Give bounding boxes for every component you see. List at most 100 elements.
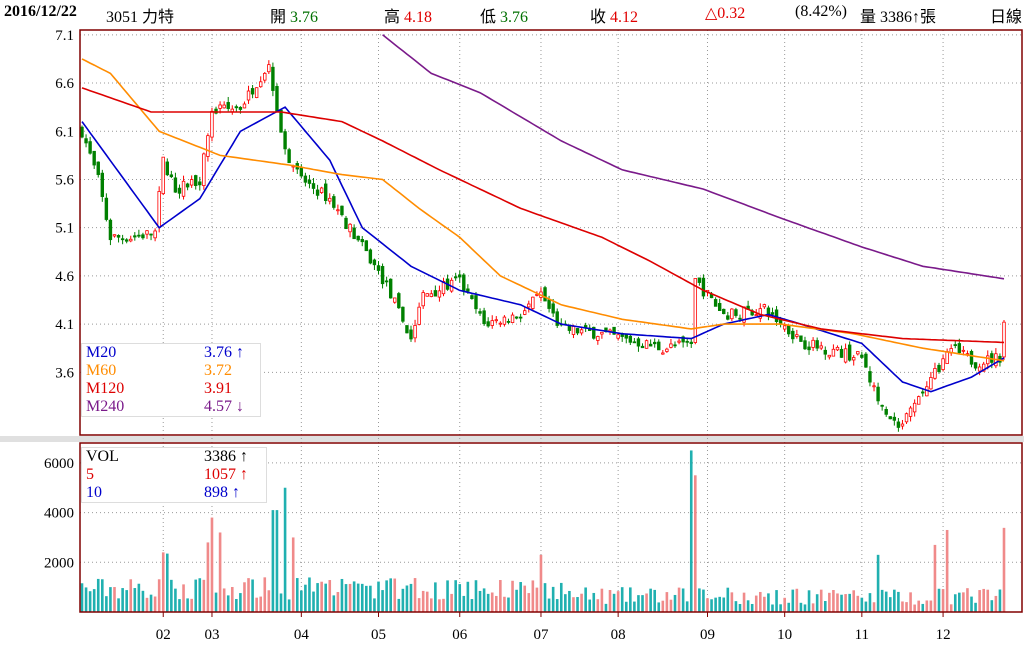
volume-bar [604,603,608,612]
candle-body [250,88,255,95]
volume-bar [925,600,929,612]
month-label: 08 [611,627,626,643]
candle-body [287,149,291,164]
volume-bar [730,592,734,612]
volume-bar [125,590,128,612]
candle-body [92,150,96,166]
volume-bar [165,553,169,612]
volume-bar [714,597,717,612]
volume-bar [933,544,937,612]
volume-bar [202,579,206,612]
volume-bar [620,587,624,612]
candle-body [681,336,685,343]
volume-bar [458,584,462,612]
candle-body [872,385,876,388]
volume-bar [718,596,721,612]
volume-bar [974,602,977,612]
volume-bar [547,598,551,612]
volume-bar [982,588,985,612]
candle-body [380,266,385,285]
candle-body [717,303,722,311]
volume-bar [665,592,669,612]
month-label: 05 [371,627,386,643]
volume-bar [295,578,299,612]
volume-bar [738,603,742,612]
candle-body [437,290,442,298]
candle-body [194,175,198,186]
candle-body [648,343,653,347]
candle-body [583,325,588,328]
price-tick-label: 6.6 [55,76,74,92]
legend-value: 3386 ↑ [204,448,248,465]
volume-bar [434,582,437,612]
price-tick-label: 4.6 [55,269,74,285]
volume-bar [499,580,502,612]
volume-bar [811,603,815,612]
volume-bar [190,598,193,612]
volume-bar [328,580,332,612]
volume-bar [888,597,892,612]
volume-bar [230,587,234,612]
candle-body [527,303,531,308]
candle-body [917,396,921,405]
candle-body [307,179,312,184]
candle-body [397,293,401,309]
candle-body [787,325,791,335]
candle-body [263,72,267,81]
legend-name: M240 [86,398,125,415]
candle-body [900,423,905,427]
volume-bar [986,589,990,612]
volume-bar [348,583,352,612]
volume-bar [872,602,876,612]
candle-body [730,308,734,320]
candle-body [596,336,600,341]
volume-bar [588,599,592,612]
candle-body [332,196,336,208]
candle-body [161,156,165,195]
candle-body [246,90,251,101]
candle-body [986,355,990,365]
volume-bar [823,601,827,612]
volume-bar [340,578,344,612]
ma-legend: M20 3.76 ↑ M60 3.72 M120 3.91 M240 4.57 ↓ [81,343,261,417]
date: 2016/12/22 [4,3,77,20]
candle-body [652,341,657,345]
volume-bar [113,587,116,612]
candle-body [657,341,661,351]
volume-bar [271,510,275,612]
month-label: 07 [533,627,549,643]
candle-body [799,335,803,342]
candle-body [181,180,186,197]
candle-body [831,348,836,357]
candle-body [100,172,105,197]
volume-bar [876,554,880,612]
quote-header: 2016/12/22 3051 力特 開 3.76 高 4.18 低 3.76 … [0,0,1024,28]
month-label: 10 [777,627,792,643]
candle-body [624,333,628,339]
legend-value: 1057 ↑ [204,466,248,483]
volume-bar [137,583,141,612]
candle-body [348,223,352,233]
candle-body [458,274,462,278]
volume-bar [157,579,161,612]
volume-bar [92,589,96,612]
candle-body [827,354,832,358]
panel-separator [0,436,1024,442]
legend-name: M60 [86,362,117,379]
candle-body [112,234,117,237]
period-label[interactable]: 日線 [990,9,1023,26]
candle-body [498,322,503,325]
candle-body [977,366,982,372]
candle-body [222,104,226,109]
volume-bar [385,580,388,612]
volume-bar [624,601,628,612]
candle-body [486,321,490,327]
candle-body [388,278,393,299]
volume-bar [161,552,165,612]
volume-bar [450,593,453,612]
candle-body [669,343,673,348]
candle-body [315,189,320,196]
volume-bar [259,596,263,612]
volume-tick-label: 4000 [44,506,74,522]
candle-body [376,265,381,271]
